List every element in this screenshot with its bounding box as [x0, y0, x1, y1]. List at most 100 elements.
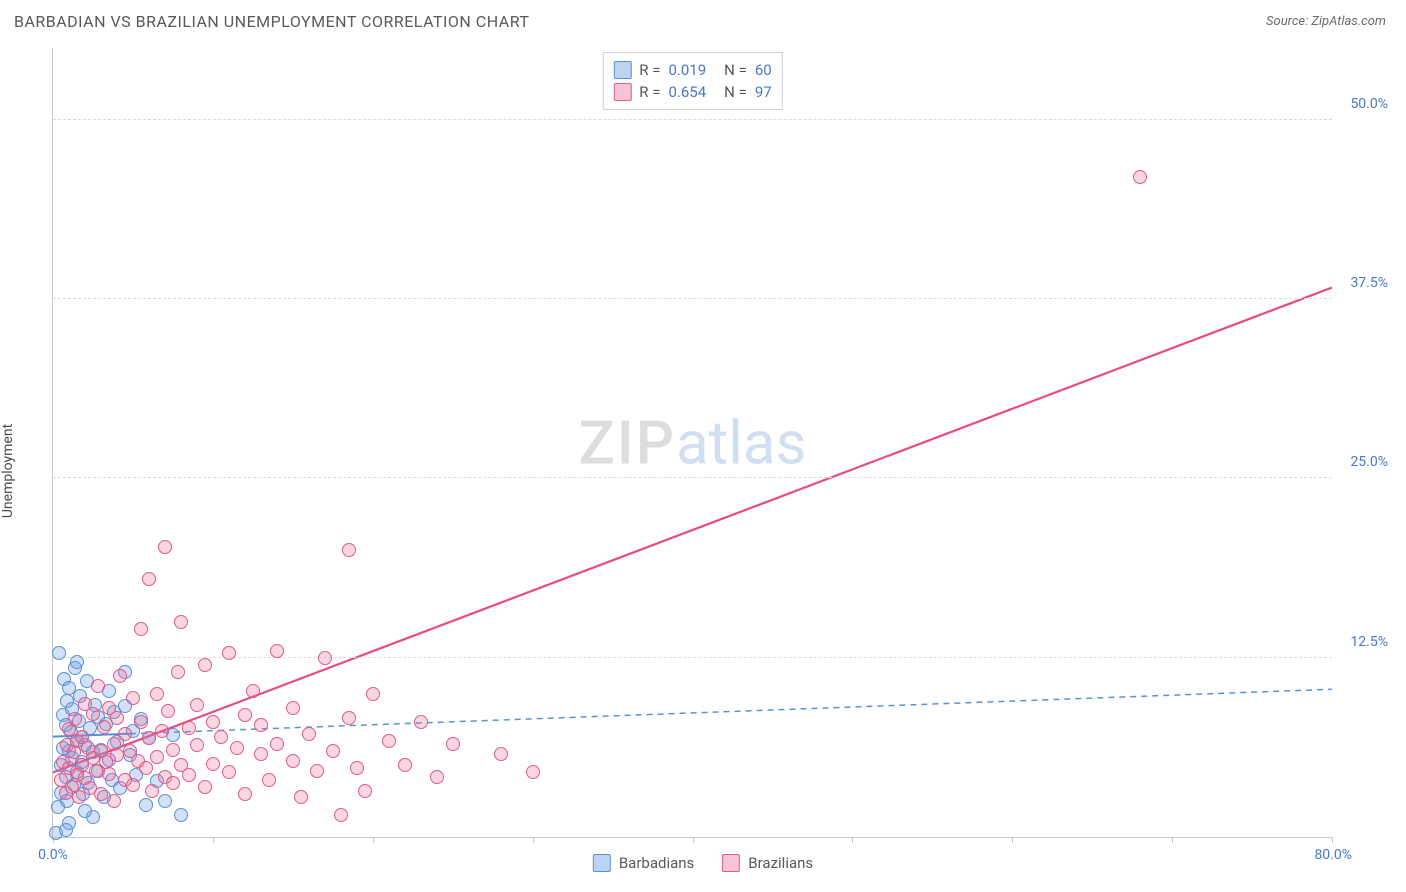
x-tick-mark [852, 837, 853, 843]
legend-r-value: 0.019 [668, 59, 706, 81]
data-point [139, 798, 153, 812]
data-point [97, 720, 111, 734]
x-tick-mark [373, 837, 374, 843]
data-point [238, 787, 252, 801]
data-point [358, 784, 372, 798]
data-point [238, 708, 252, 722]
data-point [113, 669, 127, 683]
data-point [52, 646, 66, 660]
trend-line-brazilians [53, 288, 1332, 773]
x-max-label: 80.0% [1314, 847, 1352, 863]
x-tick-mark [533, 837, 534, 843]
x-tick-mark [1012, 837, 1013, 843]
gridline-h [53, 657, 1332, 658]
data-point [150, 750, 164, 764]
data-point [262, 773, 276, 787]
data-point [206, 757, 220, 771]
legend-label: Brazilians [748, 854, 813, 872]
data-point [398, 758, 412, 772]
data-point [182, 721, 196, 735]
data-point [107, 794, 121, 808]
data-point [294, 790, 308, 804]
data-point [166, 743, 180, 757]
x-tick-mark [1172, 837, 1173, 843]
legend-item: Brazilians [722, 854, 813, 872]
legend-swatch [593, 854, 611, 872]
data-point [134, 715, 148, 729]
legend-n-label: N = [724, 81, 747, 103]
legend-item: Barbadians [593, 854, 694, 872]
data-point [86, 707, 100, 721]
data-point [145, 784, 159, 798]
data-point [142, 572, 156, 586]
data-point [182, 768, 196, 782]
data-point [68, 712, 82, 726]
data-point [171, 665, 185, 679]
x-tick-mark [1332, 837, 1333, 843]
legend-row: R = 0.654 N = 97 [613, 81, 771, 103]
data-point [254, 747, 268, 761]
data-point [174, 615, 188, 629]
data-point [134, 622, 148, 636]
data-point [350, 761, 364, 775]
data-point [342, 711, 356, 725]
data-point [366, 687, 380, 701]
data-point [1133, 170, 1147, 184]
data-point [270, 737, 284, 751]
watermark-text-1: ZIP [579, 407, 676, 478]
legend-r-value: 0.654 [668, 81, 706, 103]
data-point [206, 715, 220, 729]
plot-region: ZIPatlas R =0.019N =60R =0.654N =97 12.5… [52, 48, 1332, 838]
watermark: ZIPatlas [579, 407, 807, 478]
correlation-legend: R =0.019N =60R =0.654N =97 [602, 52, 782, 110]
data-point [174, 808, 188, 822]
data-point [142, 731, 156, 745]
legend-swatch [722, 854, 740, 872]
data-point [190, 698, 204, 712]
x-min-label: 0.0% [38, 847, 68, 863]
data-point [286, 701, 300, 715]
data-point [166, 776, 180, 790]
y-tick-label: 25.0% [1336, 454, 1388, 470]
legend-n-label: N = [724, 59, 747, 81]
y-tick-label: 37.5% [1336, 275, 1388, 291]
legend-n-value: 97 [755, 81, 772, 103]
chart-header: BARBADIAN VS BRAZILIAN UNEMPLOYMENT CORR… [0, 0, 1406, 39]
data-point [230, 741, 244, 755]
data-point [198, 658, 212, 672]
data-point [214, 730, 228, 744]
chart-title: BARBADIAN VS BRAZILIAN UNEMPLOYMENT CORR… [14, 12, 529, 31]
data-point [326, 744, 340, 758]
data-point [334, 808, 348, 822]
data-point [446, 737, 460, 751]
data-point [414, 715, 428, 729]
data-point [222, 646, 236, 660]
data-point [158, 794, 172, 808]
data-point [161, 704, 175, 718]
data-point [126, 778, 140, 792]
data-point [246, 684, 260, 698]
data-point [270, 644, 284, 658]
data-point [59, 823, 73, 837]
data-point [190, 738, 204, 752]
data-point [118, 727, 132, 741]
gridline-h [53, 298, 1332, 299]
y-tick-label: 50.0% [1336, 96, 1388, 112]
data-point [70, 655, 84, 669]
legend-row: R =0.019N =60 [613, 59, 771, 81]
data-point [150, 687, 164, 701]
data-point [94, 787, 108, 801]
gridline-h [53, 477, 1332, 478]
data-point [254, 718, 268, 732]
data-point [91, 679, 105, 693]
data-point [126, 691, 140, 705]
x-tick-mark [693, 837, 694, 843]
data-point [382, 734, 396, 748]
legend-r-label: R = [639, 81, 660, 103]
legend-r-label: R = [639, 59, 660, 81]
chart-source: Source: ZipAtlas.com [1266, 14, 1386, 29]
data-point [302, 727, 316, 741]
legend-label: Barbadians [619, 854, 694, 872]
data-point [158, 540, 172, 554]
data-point [222, 765, 236, 779]
